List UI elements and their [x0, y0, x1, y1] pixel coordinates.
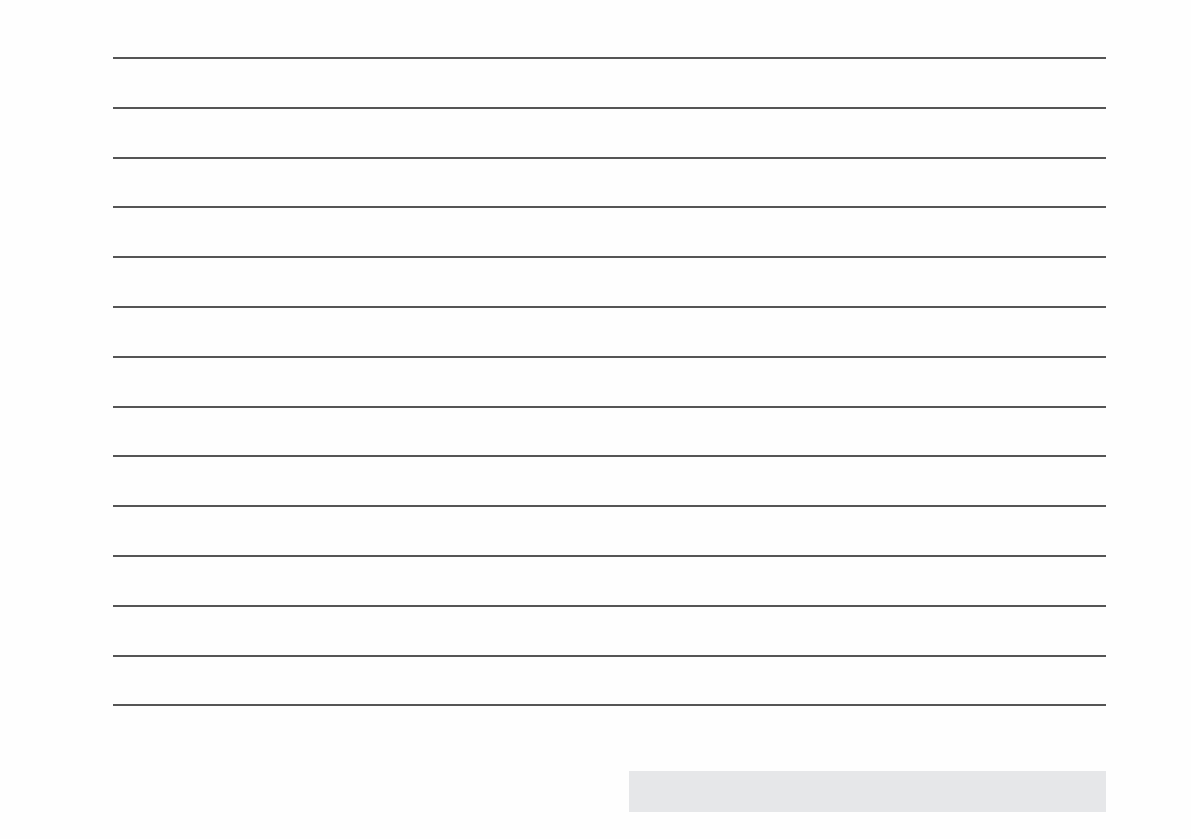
ruled-line — [113, 206, 1106, 209]
ruled-lines — [113, 57, 1106, 754]
ruled-line — [113, 505, 1106, 508]
ruled-line — [113, 305, 1106, 308]
ruled-line — [113, 455, 1106, 458]
ruled-line — [113, 156, 1106, 159]
ruled-line — [113, 654, 1106, 657]
ruled-line — [113, 405, 1106, 408]
ruled-line — [113, 554, 1106, 557]
grey-box — [629, 771, 1106, 812]
ruled-line — [113, 106, 1106, 109]
ruled-line — [113, 256, 1106, 259]
ruled-line — [113, 704, 1106, 707]
ruled-line — [113, 604, 1106, 607]
ruled-line — [113, 57, 1106, 59]
ruled-line — [113, 355, 1106, 358]
